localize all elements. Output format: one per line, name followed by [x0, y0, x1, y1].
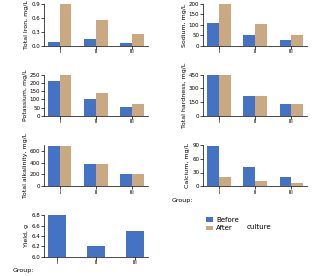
Bar: [291, 35, 303, 46]
Bar: [132, 104, 144, 116]
Bar: [219, 75, 231, 116]
Bar: [291, 183, 303, 186]
Bar: [255, 181, 266, 186]
Y-axis label: Yield, g: Yield, g: [24, 224, 29, 248]
Bar: [120, 174, 132, 186]
Bar: [60, 71, 71, 116]
Y-axis label: Total Iron, mg/L: Total Iron, mg/L: [24, 0, 29, 49]
Y-axis label: Calcium, mg/L: Calcium, mg/L: [185, 143, 190, 188]
Bar: [96, 163, 108, 186]
Bar: [85, 39, 96, 46]
Y-axis label: Total hardness, mg/L: Total hardness, mg/L: [182, 63, 187, 128]
Bar: [132, 34, 144, 46]
Bar: [87, 246, 105, 276]
Bar: [243, 167, 255, 186]
Y-axis label: Potassium, mg/L: Potassium, mg/L: [23, 69, 28, 121]
Bar: [291, 104, 303, 116]
Bar: [219, 177, 231, 186]
Bar: [120, 107, 132, 116]
Bar: [60, 4, 71, 46]
Bar: [48, 81, 60, 116]
Bar: [85, 99, 96, 116]
Bar: [96, 20, 108, 46]
Bar: [126, 231, 144, 276]
Bar: [207, 23, 219, 46]
Bar: [96, 93, 108, 116]
Bar: [280, 40, 291, 46]
Text: Group:: Group:: [171, 198, 193, 203]
Bar: [207, 146, 219, 186]
Y-axis label: Total alkalinity, mg/L: Total alkalinity, mg/L: [23, 133, 28, 198]
Bar: [85, 164, 96, 186]
Bar: [120, 43, 132, 46]
Bar: [48, 146, 60, 186]
Bar: [243, 96, 255, 116]
Y-axis label: Sodium, mg/L: Sodium, mg/L: [182, 3, 187, 47]
Text: culture: culture: [247, 224, 271, 230]
Bar: [207, 74, 219, 116]
Bar: [243, 35, 255, 46]
Bar: [255, 24, 266, 46]
Bar: [48, 42, 60, 46]
Bar: [60, 146, 71, 186]
Bar: [255, 96, 266, 116]
Bar: [219, 3, 231, 46]
Text: Group:: Group:: [12, 268, 34, 273]
Bar: [280, 104, 291, 116]
Bar: [48, 215, 66, 276]
Bar: [280, 177, 291, 186]
Legend: Before, After: Before, After: [206, 217, 239, 232]
Bar: [132, 174, 144, 186]
